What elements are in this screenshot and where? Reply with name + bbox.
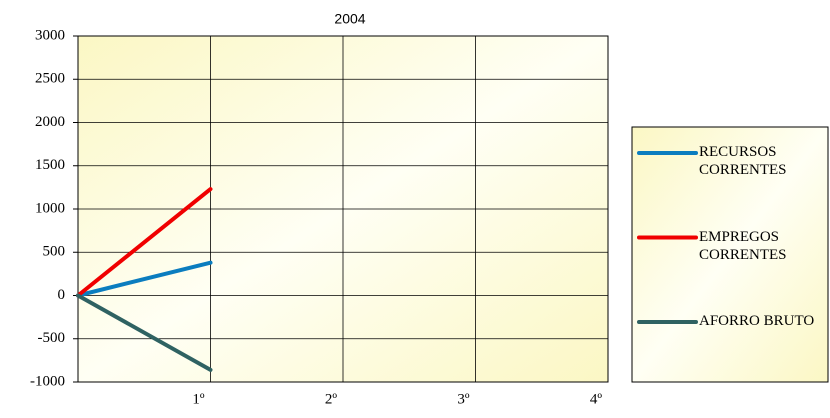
y-tick-label: 3000 <box>35 27 65 43</box>
legend-label: EMPREGOS CORRENTES <box>699 228 787 263</box>
x-tick-label: 2º <box>325 391 338 407</box>
y-tick-label: -500 <box>38 330 66 346</box>
legend-label: AFORRO BRUTO <box>699 313 815 329</box>
x-tick-label: 4º <box>590 391 603 407</box>
y-tick-label: 1000 <box>35 200 65 216</box>
x-tick-label: 1º <box>192 391 205 407</box>
series-line <box>76 187 213 298</box>
y-tick-label: 2500 <box>35 71 65 87</box>
y-tick-label: 0 <box>58 287 66 303</box>
plot-border <box>77 35 609 383</box>
y-tick-label: 2000 <box>35 114 65 130</box>
chart-title: 2004 <box>334 11 365 27</box>
legend-item: AFORRO BRUTO <box>699 313 815 329</box>
y-tick-label: 500 <box>43 244 66 260</box>
y-tick-label: 1500 <box>35 157 65 173</box>
series-line <box>76 293 213 372</box>
y-tick-label: -1000 <box>30 373 65 389</box>
x-tick-label: 3º <box>457 391 470 407</box>
legend-item: RECURSOS CORRENTES <box>699 144 787 178</box>
legend-box <box>631 126 829 383</box>
legend-item: EMPREGOS CORRENTES <box>699 228 787 263</box>
legend-label: RECURSOS CORRENTES <box>699 144 787 178</box>
series-line <box>76 260 213 298</box>
